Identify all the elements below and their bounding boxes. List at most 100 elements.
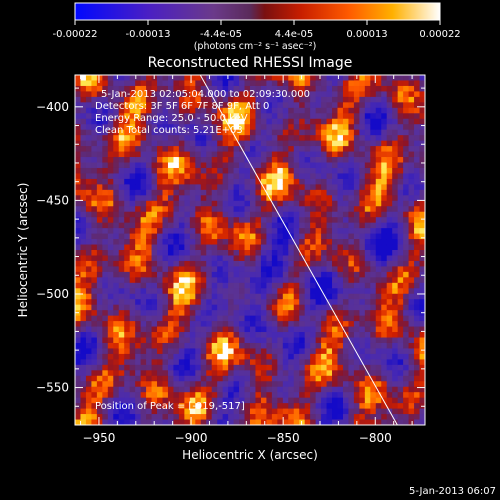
heatmap-cell bbox=[189, 299, 196, 306]
heatmap-cell bbox=[408, 282, 415, 289]
heatmap-cell bbox=[326, 299, 333, 306]
heatmap-cell bbox=[288, 107, 295, 114]
x-axis-label: Heliocentric X (arcsec) bbox=[182, 448, 318, 462]
heatmap-cell bbox=[206, 96, 213, 103]
heatmap-cell bbox=[299, 375, 306, 382]
heatmap-cell bbox=[359, 342, 366, 349]
heatmap-cell bbox=[304, 332, 311, 338]
heatmap-cell bbox=[250, 178, 256, 185]
heatmap-cell bbox=[364, 107, 371, 114]
heatmap-cell bbox=[195, 107, 202, 114]
heatmap-cell bbox=[118, 91, 125, 98]
heatmap-cell bbox=[173, 75, 180, 81]
heatmap-cell bbox=[304, 271, 311, 278]
heatmap-cell bbox=[211, 80, 218, 87]
heatmap-cell bbox=[173, 96, 180, 103]
heatmap-cell bbox=[135, 260, 142, 267]
heatmap-cell bbox=[353, 184, 360, 191]
heatmap-cell bbox=[200, 386, 207, 393]
heatmap-cell bbox=[146, 282, 153, 289]
heatmap-cell bbox=[266, 288, 273, 295]
heatmap-cell bbox=[403, 326, 410, 333]
heatmap-cell bbox=[326, 157, 333, 163]
heatmap-cell bbox=[364, 271, 371, 278]
heatmap-cell bbox=[195, 370, 202, 377]
heatmap-cell bbox=[414, 118, 421, 125]
heatmap-cell bbox=[118, 342, 125, 349]
heatmap-cell bbox=[91, 293, 98, 300]
heatmap-cell bbox=[189, 228, 196, 235]
heatmap-cell bbox=[151, 342, 158, 349]
heatmap-cell bbox=[370, 304, 377, 311]
heatmap-cell bbox=[288, 75, 295, 81]
heatmap-cell bbox=[244, 151, 251, 158]
heatmap-cell bbox=[282, 310, 289, 317]
heatmap-cell bbox=[244, 315, 251, 322]
heatmap-cell bbox=[102, 113, 109, 120]
heatmap-cell bbox=[266, 419, 273, 425]
heatmap-cell bbox=[184, 392, 191, 399]
heatmap-cell bbox=[228, 206, 235, 213]
heatmap-cell bbox=[233, 151, 240, 158]
heatmap-cell bbox=[244, 419, 251, 425]
heatmap-cell bbox=[299, 135, 306, 142]
heatmap-cell bbox=[140, 167, 147, 174]
heatmap-cell bbox=[359, 228, 366, 235]
heatmap-cell bbox=[342, 375, 349, 382]
heatmap-cell bbox=[85, 315, 92, 322]
heatmap-cell bbox=[228, 315, 235, 322]
heatmap-cell bbox=[288, 222, 295, 229]
heatmap-cell bbox=[124, 140, 131, 147]
heatmap-cell bbox=[107, 370, 114, 377]
heatmap-cell bbox=[75, 233, 81, 240]
heatmap-cell bbox=[277, 397, 284, 404]
heatmap-cell bbox=[124, 342, 131, 349]
heatmap-cell bbox=[211, 146, 218, 153]
heatmap-cell bbox=[260, 211, 267, 218]
heatmap-cell bbox=[146, 151, 153, 158]
heatmap-cell bbox=[107, 151, 114, 158]
heatmap-cell bbox=[304, 408, 311, 415]
heatmap-cell bbox=[135, 118, 142, 125]
heatmap-cell bbox=[392, 342, 399, 349]
heatmap-cell bbox=[228, 151, 235, 158]
heatmap-cell bbox=[113, 321, 120, 328]
heatmap-cell bbox=[342, 337, 349, 344]
heatmap-cell bbox=[255, 288, 262, 295]
heatmap-cell bbox=[167, 167, 174, 174]
heatmap-cell bbox=[189, 342, 196, 349]
heatmap-cell bbox=[337, 140, 344, 147]
heatmap-cell bbox=[228, 348, 235, 355]
heatmap-cell bbox=[255, 222, 262, 229]
heatmap-cell bbox=[277, 80, 284, 87]
heatmap-cell bbox=[403, 282, 410, 289]
heatmap-cell bbox=[222, 96, 229, 103]
heatmap-cell bbox=[293, 75, 300, 81]
heatmap-cell bbox=[244, 96, 251, 103]
heatmap-cell bbox=[332, 200, 338, 207]
heatmap-cell bbox=[233, 282, 240, 289]
heatmap-cell bbox=[206, 392, 213, 399]
heatmap-cell bbox=[337, 282, 344, 289]
heatmap-cell bbox=[310, 370, 317, 377]
heatmap-cell bbox=[359, 277, 366, 284]
annotation-energy: Energy Range: 25.0 - 50.0 keV bbox=[95, 113, 248, 124]
heatmap-cell bbox=[96, 167, 103, 174]
heatmap-cell bbox=[222, 184, 229, 191]
heatmap-cell bbox=[277, 288, 284, 295]
heatmap-cell bbox=[266, 250, 273, 256]
heatmap-cell bbox=[167, 118, 174, 125]
heatmap-cell bbox=[173, 414, 180, 421]
heatmap-cell bbox=[332, 392, 338, 399]
heatmap-cell bbox=[304, 107, 311, 114]
heatmap-cell bbox=[364, 102, 371, 109]
heatmap-cell bbox=[293, 370, 300, 377]
heatmap-cell bbox=[381, 222, 388, 229]
heatmap-cell bbox=[375, 96, 382, 103]
heatmap-cell bbox=[211, 250, 218, 256]
heatmap-cell bbox=[211, 228, 218, 235]
heatmap-cell bbox=[288, 189, 295, 196]
heatmap-cell bbox=[129, 310, 136, 317]
heatmap-cell bbox=[118, 271, 125, 278]
heatmap-cell bbox=[414, 370, 421, 377]
